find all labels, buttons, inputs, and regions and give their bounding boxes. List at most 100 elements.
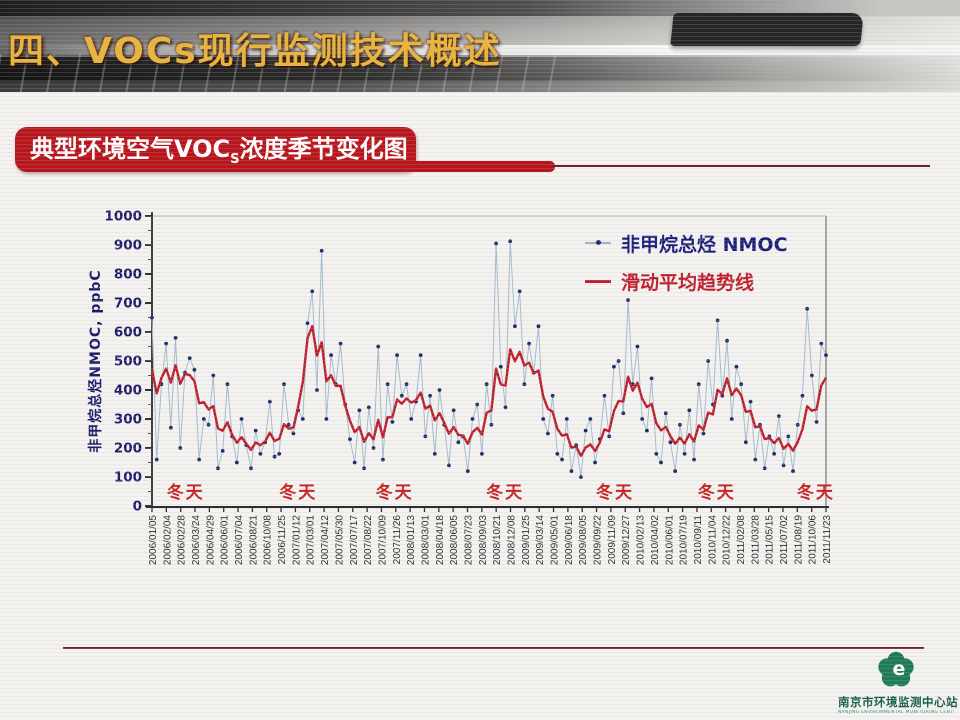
nmoc-data-point (668, 440, 673, 445)
nmoc-data-point (338, 341, 343, 346)
x-axis-tick-label: 2006/06/01 (220, 515, 231, 565)
nmoc-data-point (239, 417, 244, 421)
footer-org-name-en: NANJING ENVIRONMENTAL MONITORING CENTER (838, 710, 954, 715)
nmoc-data-point (805, 306, 810, 311)
nmoc-data-point (819, 341, 824, 346)
nmoc-data-point (282, 382, 286, 387)
nmoc-data-point (168, 425, 173, 430)
winter-annotation: 冬天 (167, 482, 205, 503)
nmoc-data-point (286, 422, 291, 427)
y-axis-tick-label: 500 (114, 354, 142, 370)
nmoc-data-point (734, 364, 739, 369)
nmoc-data-point (772, 451, 777, 456)
x-axis-tick-label: 2006/08/21 (248, 515, 259, 565)
nmoc-data-point (607, 434, 612, 439)
nmoc-data-point (659, 460, 663, 465)
nmoc-data-point (385, 382, 390, 387)
nmoc-data-point (154, 457, 159, 462)
nmoc-data-point (701, 431, 706, 436)
x-axis-tick-label: 2010/02/13 (636, 515, 647, 565)
x-axis-tick-label: 2010/11/04 (707, 515, 718, 565)
nmoc-data-point (692, 457, 696, 462)
x-axis-tick-label: 2010/09/11 (693, 515, 704, 565)
nmoc-data-point (447, 463, 451, 468)
nmoc-data-point (197, 457, 202, 462)
x-axis-tick-label: 2008/03/01 (420, 515, 431, 565)
nmoc-data-point (725, 338, 729, 343)
blossom-logo-icon: e (878, 651, 914, 687)
nmoc-data-point (173, 335, 178, 340)
nmoc-data-point (583, 428, 588, 433)
nmoc-data-point (315, 388, 319, 392)
nmoc-data-point (739, 382, 744, 387)
legend-row-nmoc: 非甲烷总烃 NMOC (585, 228, 788, 258)
nmoc-data-point (753, 457, 758, 462)
x-axis-tick-label: 2010/07/19 (679, 515, 690, 565)
nmoc-data-point (451, 408, 456, 413)
nmoc-data-point (498, 364, 503, 369)
trend-line (150, 324, 828, 458)
nmoc-data-point (555, 451, 560, 456)
nmoc-data-point (329, 353, 334, 358)
y-axis-tick-label: 600 (114, 325, 142, 341)
nmoc-data-point (824, 353, 828, 358)
x-axis-tick-label: 2006/02/04 (162, 515, 173, 565)
nmoc-data-point (357, 408, 362, 413)
nmoc-data-point (729, 417, 734, 421)
nmoc-data-point (814, 420, 819, 424)
banner-photo: 四、VOCs现行监测技术概述 (0, 0, 960, 92)
x-axis-tick-label: 2009/01/25 (521, 515, 532, 565)
nmoc-data-point (649, 376, 654, 381)
section-label-suffix: 浓度季节变化图 (239, 135, 408, 163)
nmoc-data-point (564, 417, 569, 421)
nmoc-data-point (470, 417, 475, 421)
x-axis-tick-label: 2011/07/02 (779, 515, 790, 565)
nmoc-data-point (541, 417, 546, 421)
nmoc-data-point (395, 353, 399, 358)
x-axis-tick-label: 2009/11/09 (607, 515, 618, 565)
nmoc-data-point (291, 431, 296, 436)
y-axis-tick-label: 700 (114, 296, 142, 312)
legend-label-nmoc: 非甲烷总烃 NMOC (621, 233, 788, 256)
x-axis-tick-label: 2010/04/02 (650, 515, 661, 565)
nmoc-data-point (800, 393, 805, 398)
x-axis-tick-label: 2006/10/08 (263, 515, 274, 565)
nmoc-data-point (300, 417, 305, 421)
banner-photo-water (0, 57, 960, 81)
trend-line-icon (585, 279, 611, 283)
nmoc-data-point (456, 440, 461, 445)
nmoc-data-point (640, 417, 645, 421)
legend-row-trend: 滑动平均趋势线 (585, 266, 788, 296)
nmoc-data-point (164, 341, 169, 346)
nmoc-data-point (494, 241, 498, 246)
nmoc-data-point (192, 367, 197, 372)
y-axis-tick-label: 900 (114, 238, 142, 254)
nmoc-data-point (776, 414, 781, 418)
section-label-box: 典型环境空气VOCS浓度季节变化图 (15, 127, 416, 172)
y-axis-tick-label: 200 (114, 441, 142, 457)
nmoc-data-point (352, 460, 357, 465)
nmoc-data-point (371, 446, 376, 450)
nmoc-data-point (687, 408, 692, 413)
legend-label-trend: 滑动平均趋势线 (621, 271, 755, 294)
nmoc-data-point (362, 466, 366, 471)
nmoc-data-point (550, 393, 555, 398)
nmoc-data-point (635, 344, 640, 349)
nmoc-data-point (178, 446, 183, 450)
nmoc-data-point (404, 382, 409, 387)
winter-annotation: 冬天 (486, 482, 524, 503)
x-axis-tick-label: 2008/12/08 (507, 515, 518, 565)
nmoc-data-point (696, 382, 701, 387)
nmoc-data-point (211, 373, 216, 378)
nmoc-data-point (626, 298, 630, 302)
banner-photo-railing (0, 54, 560, 92)
x-axis-tick-label: 2007/05/30 (334, 515, 345, 565)
winter-annotation: 冬天 (797, 482, 835, 503)
x-axis-tick-label: 2006/03/24 (191, 515, 202, 565)
nmoc-data-point (621, 411, 626, 416)
nmoc-data-point (560, 457, 564, 462)
nmoc-data-point (809, 373, 814, 378)
x-axis-tick-label: 2011/03/28 (750, 515, 761, 565)
nmoc-data-point (201, 417, 206, 421)
winter-annotation: 冬天 (698, 482, 736, 503)
